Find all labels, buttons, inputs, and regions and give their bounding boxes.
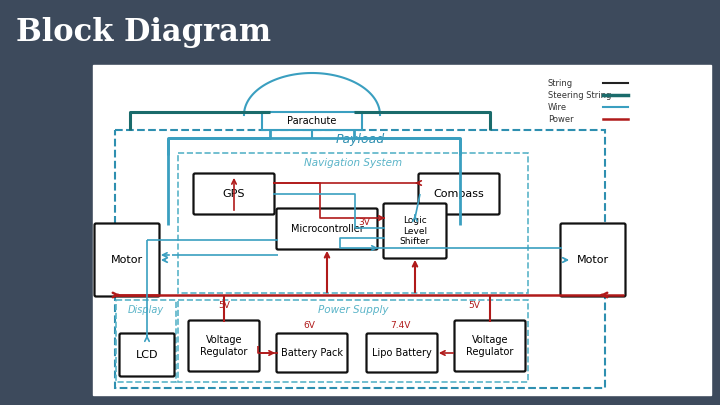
Text: 6V: 6V <box>303 321 315 330</box>
Bar <box>178 300 528 382</box>
Text: 3V: 3V <box>358 218 370 227</box>
Text: Battery Pack: Battery Pack <box>281 348 343 358</box>
Text: LCD: LCD <box>136 350 158 360</box>
Bar <box>115 130 605 388</box>
Text: 5V: 5V <box>468 301 480 310</box>
Bar <box>262 112 362 130</box>
FancyBboxPatch shape <box>94 224 160 296</box>
FancyBboxPatch shape <box>384 203 446 258</box>
Bar <box>116 300 176 382</box>
FancyBboxPatch shape <box>276 209 377 249</box>
Text: Payload: Payload <box>336 134 384 147</box>
Text: String: String <box>548 79 573 87</box>
Text: Motor: Motor <box>577 255 609 265</box>
Bar <box>93 65 711 395</box>
Text: Voltage
Regulator: Voltage Regulator <box>467 335 513 357</box>
Text: Block Diagram: Block Diagram <box>16 17 271 47</box>
Text: 7.4V: 7.4V <box>390 321 410 330</box>
Text: Microcontroller: Microcontroller <box>291 224 364 234</box>
Text: GPS: GPS <box>222 189 246 199</box>
Text: Logic
Level
Shifter: Logic Level Shifter <box>400 216 430 246</box>
Text: Power Supply: Power Supply <box>318 305 388 315</box>
Text: Display: Display <box>128 305 164 315</box>
FancyBboxPatch shape <box>276 333 348 373</box>
FancyBboxPatch shape <box>120 333 174 377</box>
Text: Parachute: Parachute <box>287 116 337 126</box>
FancyBboxPatch shape <box>189 320 259 371</box>
Bar <box>0 0 720 62</box>
FancyBboxPatch shape <box>366 333 438 373</box>
Text: Power: Power <box>548 115 574 124</box>
Text: Lipo Battery: Lipo Battery <box>372 348 432 358</box>
Text: Voltage
Regulator: Voltage Regulator <box>200 335 248 357</box>
Text: 5V: 5V <box>218 301 230 310</box>
FancyBboxPatch shape <box>454 320 526 371</box>
FancyBboxPatch shape <box>194 173 274 215</box>
FancyBboxPatch shape <box>560 224 626 296</box>
Text: Motor: Motor <box>111 255 143 265</box>
Text: Steering String: Steering String <box>548 90 611 100</box>
Text: Navigation System: Navigation System <box>304 158 402 168</box>
Text: Compass: Compass <box>433 189 485 199</box>
Text: Wire: Wire <box>548 102 567 111</box>
FancyBboxPatch shape <box>418 173 500 215</box>
Bar <box>178 153 528 293</box>
